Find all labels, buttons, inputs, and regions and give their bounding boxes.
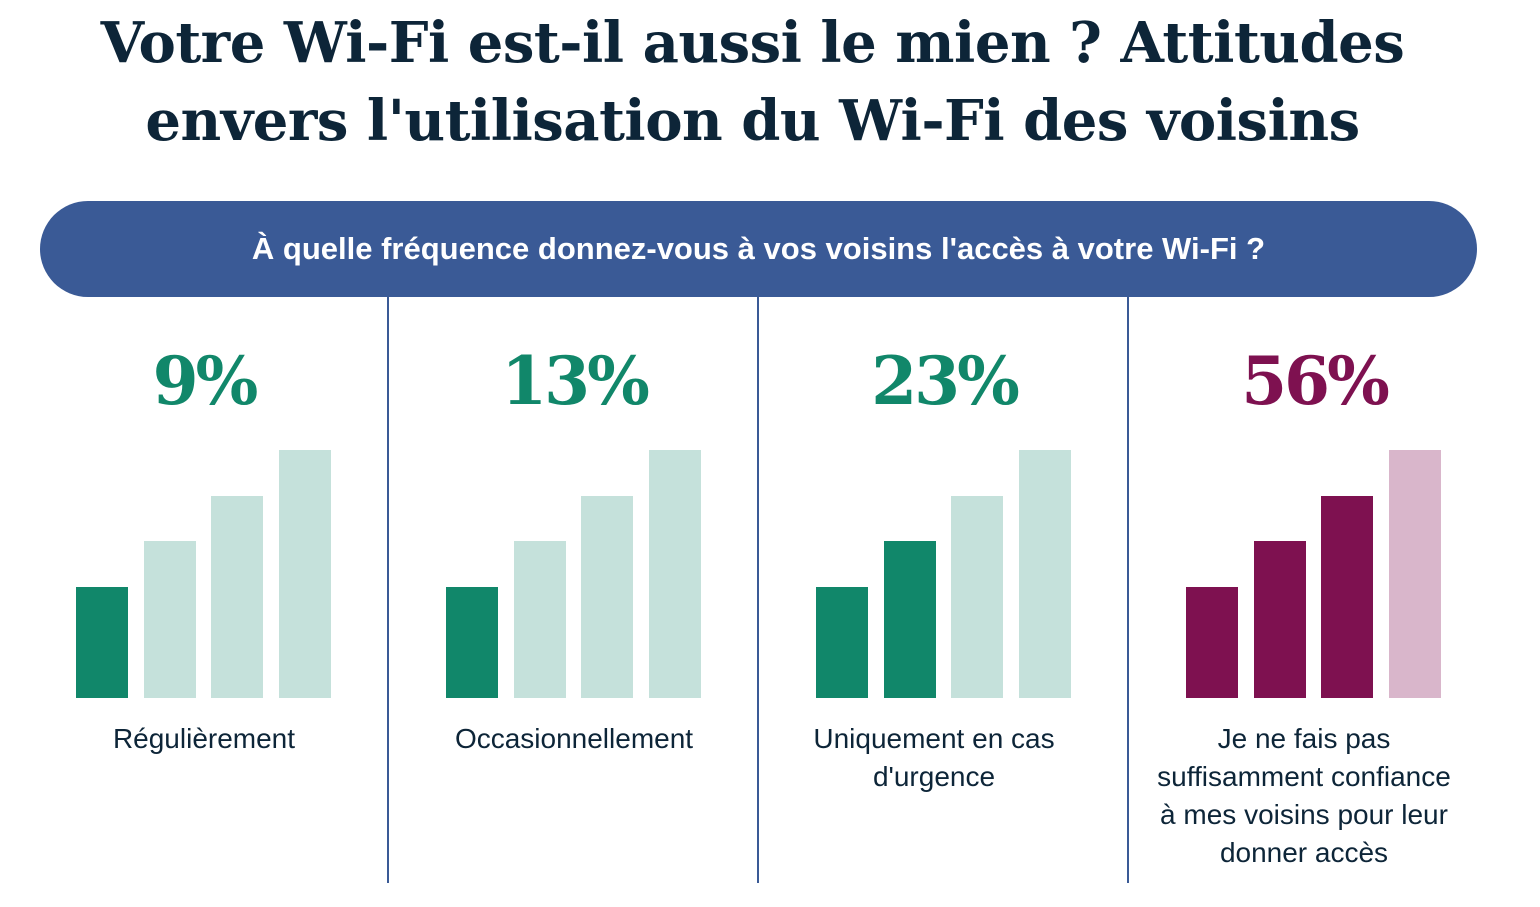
signal-bar — [1186, 587, 1238, 698]
signal-bar — [581, 496, 633, 698]
signal-bar — [648, 450, 701, 698]
signal-bar — [816, 587, 868, 698]
percentage-value: 23% — [871, 342, 1020, 420]
signal-bar — [211, 496, 263, 698]
percentage-value: 9% — [152, 342, 259, 420]
category-label: Je ne fais pas suffisamment confiance à … — [1157, 723, 1451, 868]
answer-column: 56% Je ne fais pas suffisamment confiance… — [1129, 297, 1499, 897]
answer-column: 9% Régulièrement — [19, 297, 389, 897]
category-label: Occasionnellement — [454, 723, 694, 754]
signal-bar — [76, 587, 128, 698]
percentage-value: 13% — [501, 342, 650, 420]
signal-bar — [951, 496, 1003, 698]
column-divider — [387, 297, 389, 883]
signal-bar — [278, 450, 331, 698]
category-label: Régulièrement — [112, 723, 296, 754]
signal-bar — [1253, 541, 1306, 698]
category-label: Uniquement en cas d'urgence — [813, 723, 1055, 792]
page-title: Votre Wi-Fi est-il aussi le mien ? Attit… — [100, 10, 1405, 154]
percentage-value: 56% — [1241, 342, 1390, 420]
column-divider — [757, 297, 759, 883]
signal-bar — [1321, 496, 1373, 698]
signal-bar — [143, 541, 196, 698]
signal-bar — [883, 541, 936, 698]
answer-column: 13% Occasionnellement — [389, 297, 759, 897]
column-divider — [1127, 297, 1129, 883]
signal-bar — [1388, 450, 1441, 698]
signal-bar — [513, 541, 566, 698]
question-banner: À quelle fréquence donnez-vous à vos voi… — [40, 201, 1477, 297]
signal-bar — [446, 587, 498, 698]
answer-column: 23% Uniquement en cas d'urgence — [759, 297, 1129, 897]
signal-bar — [1018, 450, 1071, 698]
